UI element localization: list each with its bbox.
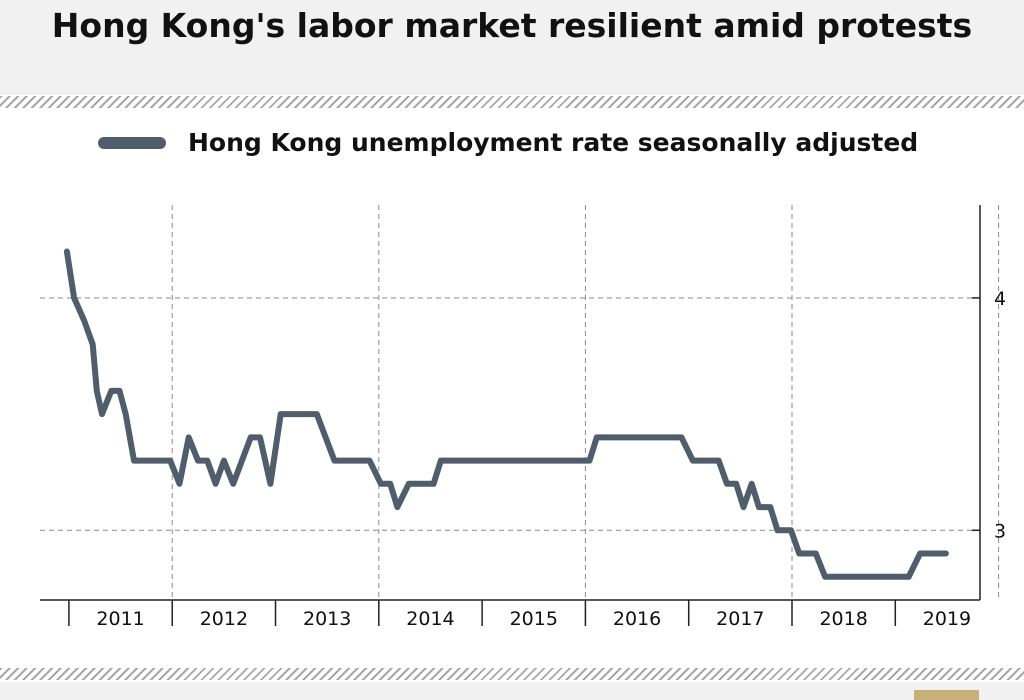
bottom-hatch-divider <box>0 668 1024 680</box>
y-tick-label: 4 <box>994 288 1006 310</box>
x-tick-label: 2015 <box>510 608 558 630</box>
footer-tag <box>914 690 979 700</box>
x-tick-label: 2017 <box>716 608 764 630</box>
page-title: Hong Kong's labor market resilient amid … <box>51 6 973 45</box>
x-tick-label: 2012 <box>200 608 248 630</box>
y-tick-label: 3 <box>994 520 1006 542</box>
header-band <box>0 0 1024 95</box>
top-hatch-divider <box>0 96 1024 108</box>
series-line <box>63 248 949 580</box>
footer-band <box>0 682 1024 700</box>
x-tick-labels: 2011 2012 2013 2014 2015 2016 2017 2018 2019 <box>96 608 971 630</box>
legend-label: Hong Kong unemployment rate seasonally a… <box>188 128 918 157</box>
axes <box>40 205 981 626</box>
x-tick-label: 2014 <box>406 608 454 630</box>
legend: Hong Kong unemployment rate seasonally a… <box>98 128 918 157</box>
x-tick-label: 2018 <box>819 608 867 630</box>
grid <box>40 205 1000 600</box>
x-tick-label: 2019 <box>923 608 971 630</box>
x-tick-label: 2016 <box>613 608 661 630</box>
x-tick-label: 2011 <box>96 608 144 630</box>
x-tick-label: 2013 <box>303 608 351 630</box>
y-tick-labels: 34 <box>994 288 1006 542</box>
